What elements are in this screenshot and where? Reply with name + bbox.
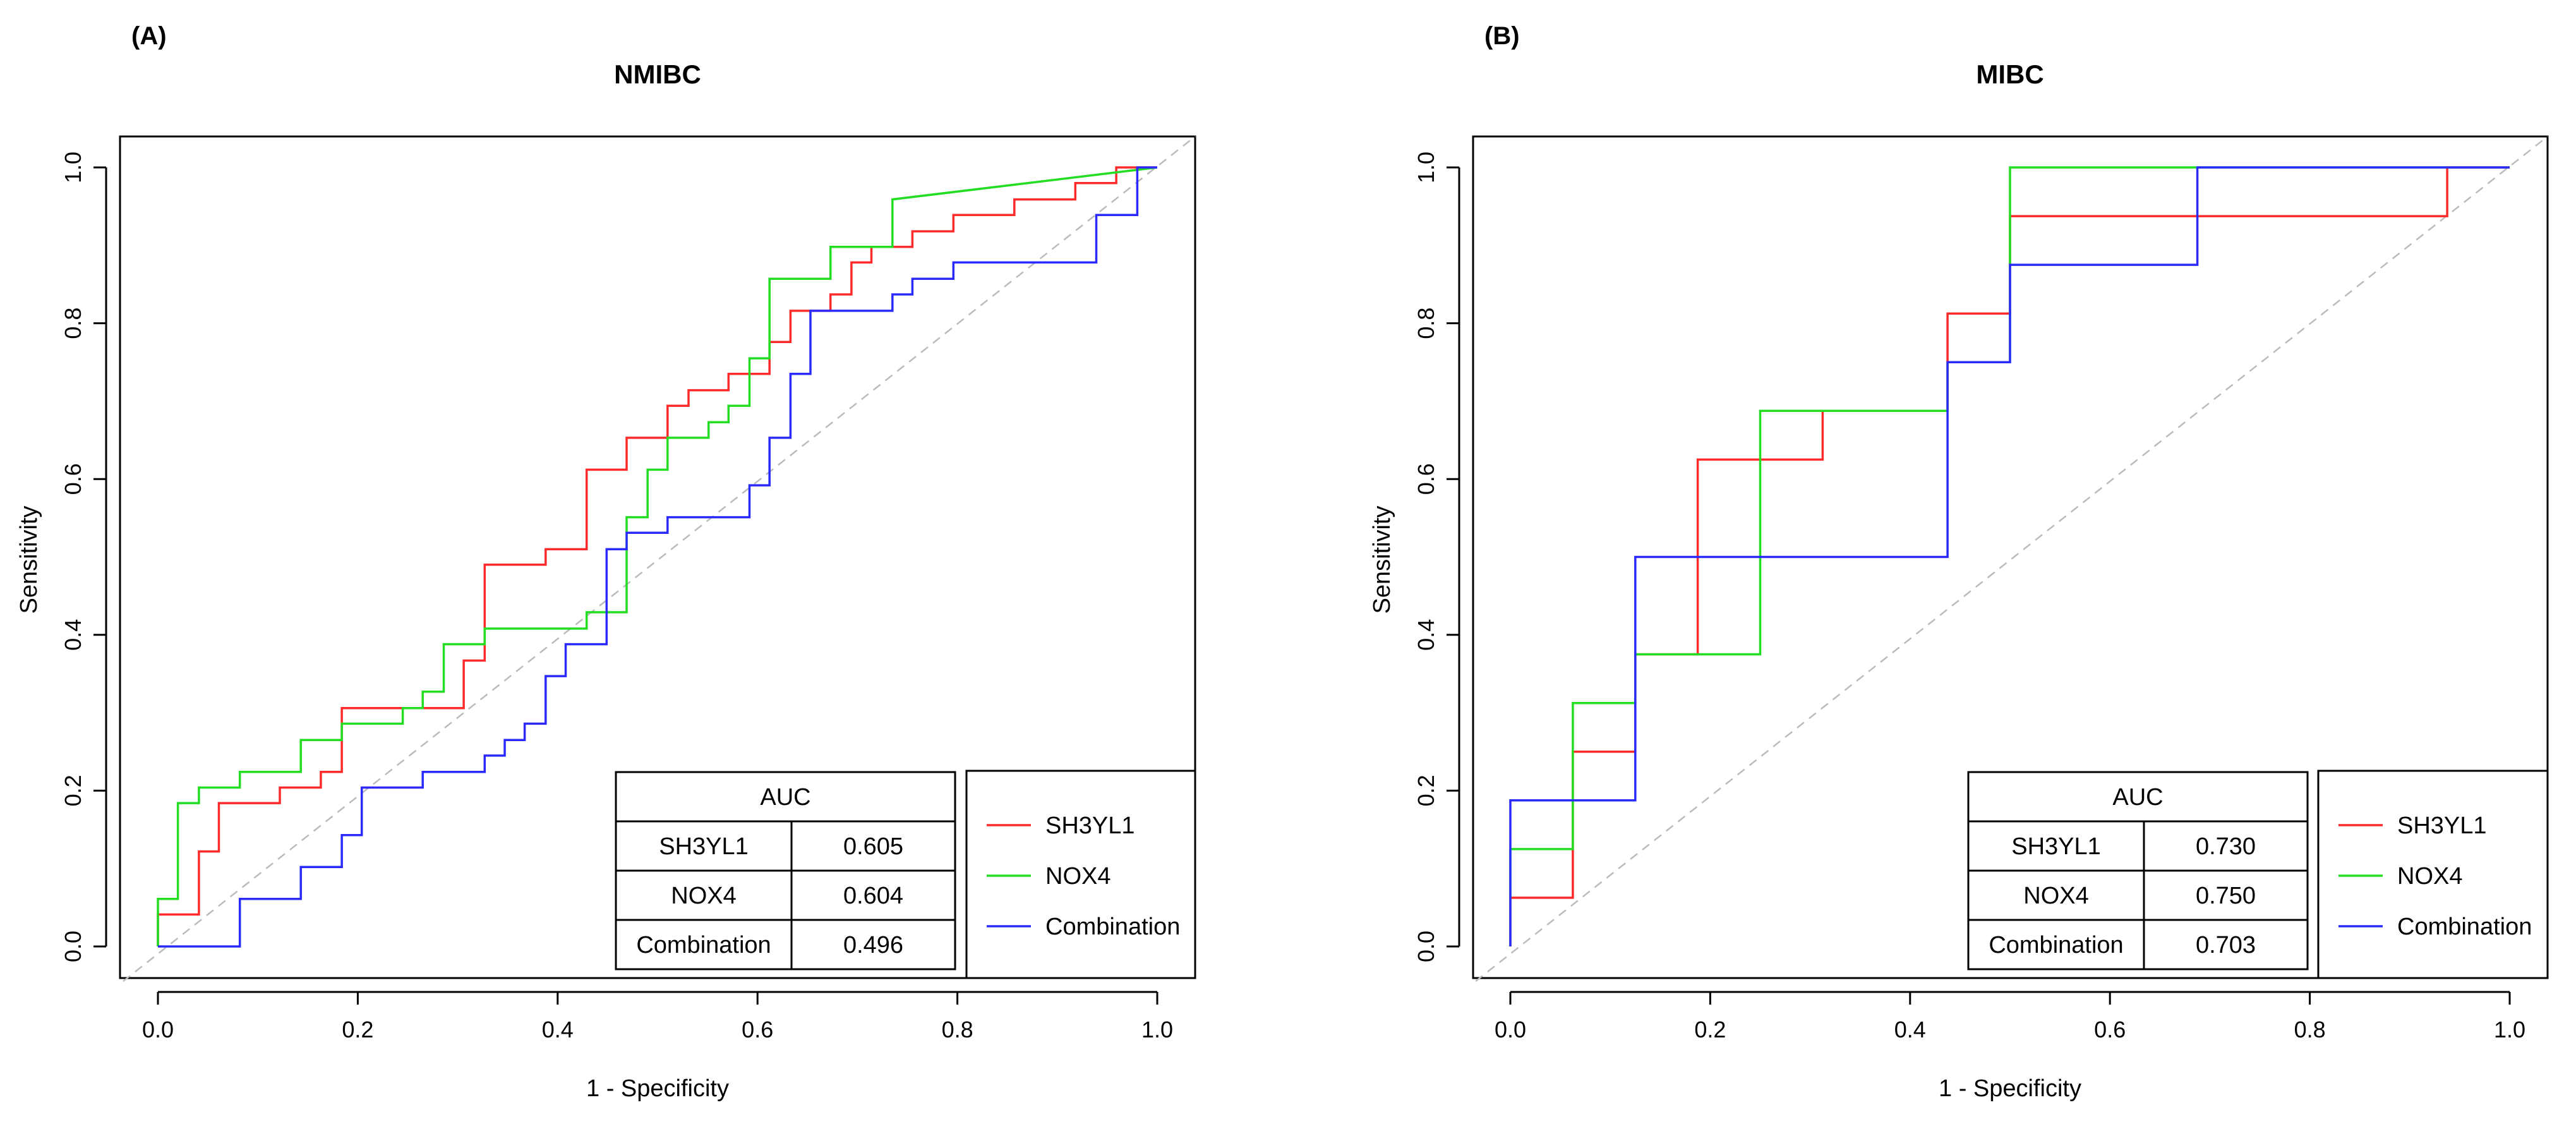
y-tick-label: 0.4: [1413, 619, 1439, 651]
legend-frame: [965, 770, 1196, 979]
chart-title: MIBC: [1976, 59, 2043, 89]
y-tick-label: 0.0: [1413, 931, 1439, 962]
auc-row-name: NOX4: [671, 883, 736, 909]
y-tick-label: 0.8: [1413, 308, 1439, 339]
x-axis-label: 1 - Specificity: [586, 1075, 729, 1102]
auc-row-name: NOX4: [2023, 883, 2088, 909]
auc-table: AUC SH3YL1 0.605 NOX4 0.604 Combination 0.496: [615, 771, 956, 970]
x-tick-label: 1.0: [2494, 1017, 2525, 1042]
legend: SH3YL1 NOX4 Combination: [2317, 770, 2549, 979]
x-tick-label: 0.8: [2294, 1017, 2326, 1042]
x-tick-label: 0.0: [1495, 1017, 1526, 1042]
y-tick-label: 0.0: [60, 931, 86, 962]
plot-area: [1472, 135, 2549, 982]
auc-row-value: 0.703: [2196, 932, 2256, 958]
legend: SH3YL1 NOX4 Combination: [965, 770, 1196, 979]
y-tick-label: 0.8: [60, 308, 86, 339]
x-tick-label: 0.0: [142, 1017, 174, 1042]
y-tick-label: 0.4: [60, 619, 86, 651]
legend-label: SH3YL1: [2397, 813, 2487, 839]
auc-row-value: 0.730: [2196, 833, 2256, 860]
panel-label: (B): [1484, 22, 1520, 50]
roc-curve-combination: [158, 166, 1157, 948]
x-tick-label: 0.8: [942, 1017, 973, 1042]
auc-row-value: 0.750: [2196, 883, 2256, 909]
axis-ticks: 0.0 0.2 0.4 0.6 0.8 1.0 0.0 0.2 0.4 0.6 0.8 1.0: [60, 152, 1173, 1042]
roc-curve-combination: [1509, 166, 2510, 946]
auc-row-value: 0.605: [843, 833, 903, 860]
x-tick-label: 0.2: [1694, 1017, 1726, 1042]
auc-table-header: AUC: [760, 784, 810, 811]
legend-frame: [2317, 770, 2549, 979]
auc-row-name: SH3YL1: [2011, 833, 2101, 860]
plot-frame: [119, 135, 1196, 979]
y-axis-label: Sensitivity: [1369, 505, 1395, 613]
panel-a-nmibc: (A) NMIBC 1 - Specificity Sensitivity 0.…: [16, 22, 1196, 1102]
axis-ticks: 0.0 0.2 0.4 0.6 0.8 1.0 0.0 0.2 0.4 0.6 0.8 1.0: [1413, 152, 2525, 1042]
x-tick-label: 1.0: [1141, 1017, 1173, 1042]
reference-diagonal: [123, 136, 1196, 982]
plot-area: [119, 135, 1196, 982]
plot-frame: [1472, 135, 2549, 979]
y-axis-label: Sensitivity: [16, 505, 42, 613]
x-tick-label: 0.6: [2094, 1017, 2126, 1042]
reference-diagonal: [1475, 136, 2548, 982]
panel-label: (A): [131, 22, 167, 50]
y-tick-label: 0.6: [1413, 463, 1439, 495]
roc-curve-sh3yl1: [157, 166, 1157, 946]
auc-row-value: 0.604: [843, 883, 903, 909]
chart-title: NMIBC: [614, 59, 701, 89]
x-tick-label: 0.2: [342, 1017, 373, 1042]
legend-label: Combination: [2397, 914, 2532, 940]
legend-label: NOX4: [1045, 863, 1110, 890]
y-tick-label: 1.0: [1413, 152, 1439, 183]
x-tick-label: 0.4: [542, 1017, 574, 1042]
legend-label: NOX4: [2397, 863, 2462, 890]
auc-table-header: AUC: [2112, 784, 2163, 811]
panel-b-mibc: (B) MIBC 1 - Specificity Sensitivity 0.0…: [1369, 22, 2549, 1102]
auc-row-name: SH3YL1: [659, 833, 749, 860]
auc-row-name: Combination: [1989, 932, 2123, 958]
roc-curve-nox4: [157, 166, 1158, 946]
auc-row-name: Combination: [636, 932, 771, 958]
legend-label: Combination: [1045, 914, 1180, 940]
y-tick-label: 0.2: [60, 775, 86, 806]
y-tick-label: 0.6: [60, 463, 86, 495]
x-axis-label: 1 - Specificity: [1939, 1075, 2081, 1102]
y-tick-label: 1.0: [60, 152, 86, 183]
auc-table: AUC SH3YL1 0.730 NOX4 0.750 Combination 0.703: [1967, 771, 2309, 970]
legend-label: SH3YL1: [1045, 813, 1135, 839]
auc-row-value: 0.496: [843, 932, 903, 958]
x-tick-label: 0.4: [1894, 1017, 1926, 1042]
y-tick-label: 0.2: [1413, 775, 1439, 806]
x-tick-label: 0.6: [742, 1017, 773, 1042]
